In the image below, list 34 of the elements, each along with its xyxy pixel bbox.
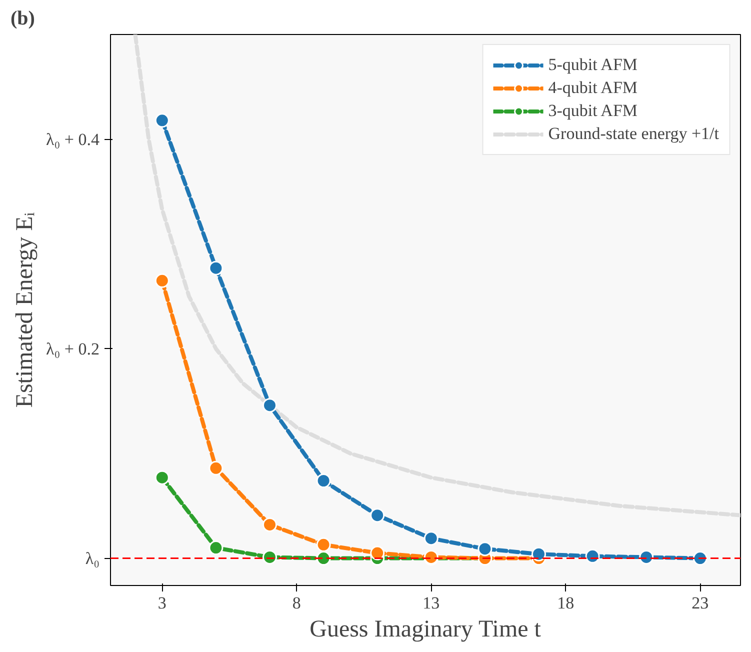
line-series	[133, 34, 740, 518]
legend-label: 4-qubit AFM	[548, 78, 638, 98]
point	[154, 273, 170, 288]
point	[208, 540, 224, 556]
text: (b)	[10, 8, 35, 30]
x-axis-title: Guess Imaginary Time t	[310, 616, 542, 642]
y-tick-label: λ₀ + 0.4	[46, 130, 100, 149]
x-tick-label: 8	[292, 594, 301, 612]
point	[262, 398, 277, 413]
legend-label: Ground-state energy +1/t	[548, 124, 719, 144]
point	[424, 531, 438, 546]
legend-label: 3-qubit AFM	[548, 101, 638, 121]
x-tick-label: 23	[692, 594, 709, 612]
point	[532, 546, 546, 562]
point	[208, 460, 224, 476]
y-tick-label: λ₀ + 0.2	[46, 339, 100, 358]
point	[370, 508, 385, 523]
point	[316, 537, 331, 552]
point	[262, 518, 277, 532]
point	[154, 470, 170, 485]
x-tick-label: 13	[422, 594, 440, 612]
point	[154, 113, 170, 128]
point	[585, 548, 600, 564]
point	[262, 550, 277, 564]
point	[478, 542, 492, 556]
point	[370, 546, 385, 560]
point	[208, 260, 224, 276]
point	[639, 550, 654, 564]
point	[316, 474, 331, 488]
y-tick-label: λ₀	[85, 548, 100, 568]
y-axis-title: Estimated Energy Eᵢ	[12, 212, 38, 408]
x-tick-label: 3	[158, 594, 166, 612]
x-tick-label: 18	[557, 594, 574, 612]
legend-label: 5-qubit AFM	[548, 55, 638, 75]
